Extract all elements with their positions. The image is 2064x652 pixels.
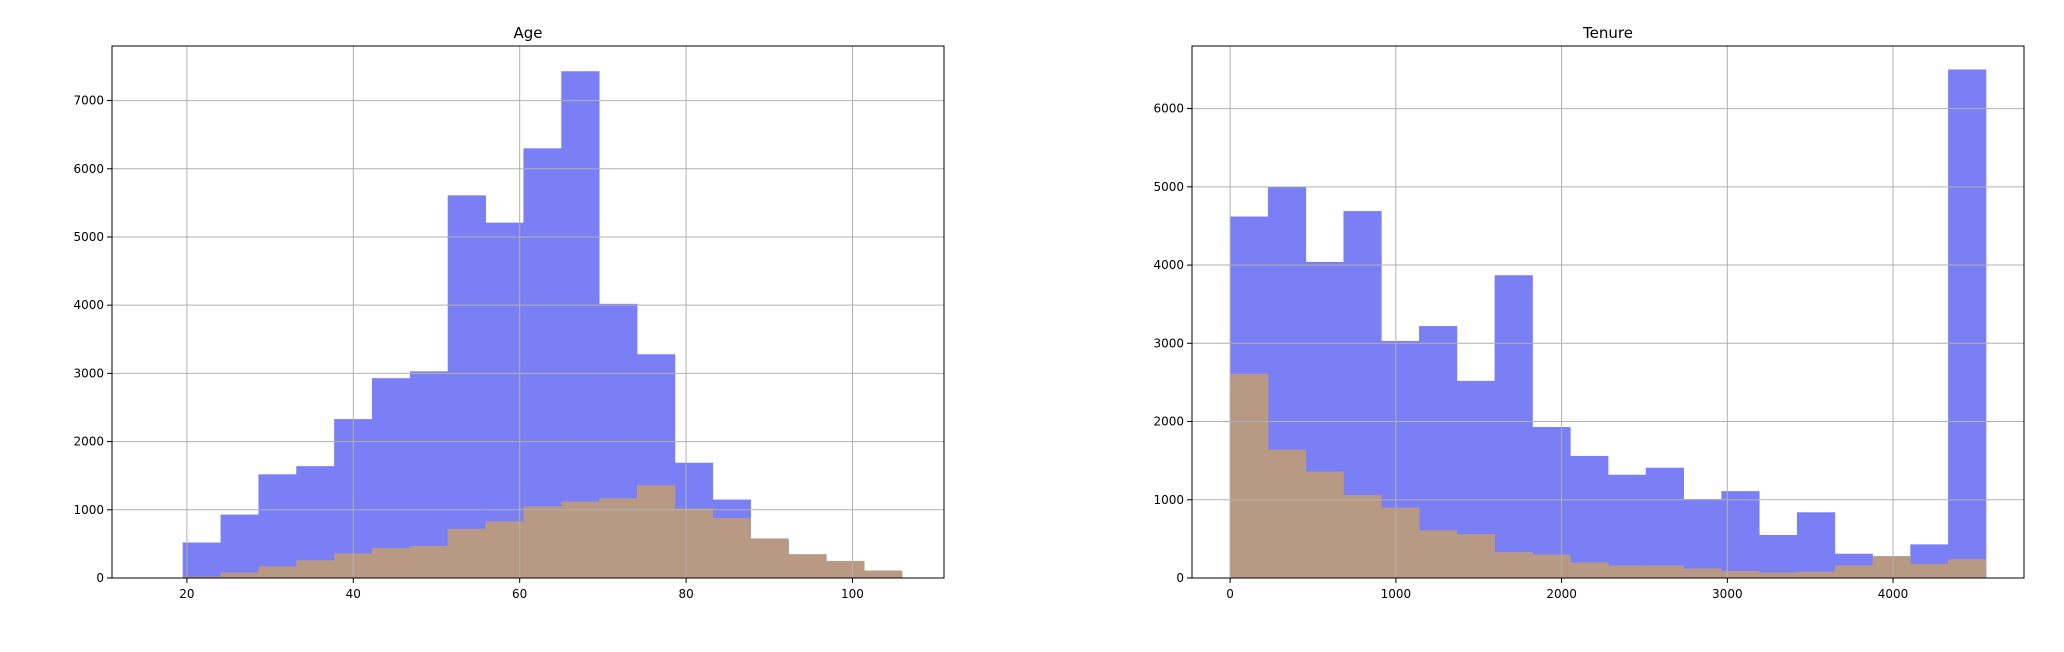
age-total-bar-0 <box>182 542 221 578</box>
age-subset-bar-12 <box>636 485 676 578</box>
age-total-bar-5 <box>372 378 411 578</box>
age-y-tick-label: 5000 <box>73 230 104 244</box>
age-x-tick-label: 60 <box>512 587 527 601</box>
tenure-subset-bar-7 <box>1494 552 1533 578</box>
tenure-subset-bar-18 <box>1910 563 1949 578</box>
age-histogram-panel: Age 20 40 60 80 1000100020003000400050006000… <box>73 24 945 601</box>
tenure-total-bar-7 <box>1494 275 1533 578</box>
age-x-tick-label: 80 <box>678 587 693 601</box>
tenure-subset-bar-1 <box>1267 449 1307 578</box>
tenure-y-tick-label: 1000 <box>1153 493 1184 507</box>
tenure-subset-bar-11 <box>1645 565 1684 578</box>
age-y-tick-label: 1000 <box>73 503 104 517</box>
tenure-subset-bar-5 <box>1419 530 1458 578</box>
tenure-subset-bar-8 <box>1532 554 1571 578</box>
tenure-subset-bar-13 <box>1721 570 1760 578</box>
age-x-tick-label: 40 <box>346 587 361 601</box>
age-y-tick-label: 3000 <box>73 366 104 380</box>
tenure-x-tick-label: 2000 <box>1546 587 1577 601</box>
tenure-histogram-panel: Tenure 0 1000 2000 3000 4000 0 1000 2000 3000 400… <box>1153 24 2025 601</box>
age-subset-bar-5 <box>372 547 411 578</box>
age-y-tick-label: 2000 <box>73 435 104 449</box>
age-subset-bar-13 <box>674 508 714 578</box>
tenure-y-tick-label: 3000 <box>1153 336 1184 350</box>
age-subset-bar-3 <box>296 560 335 578</box>
age-total-bar-7 <box>447 195 486 578</box>
tenure-total-bar-14 <box>1759 534 1798 578</box>
age-subset-bar-16 <box>788 554 827 578</box>
tenure-total-bar-11 <box>1645 467 1684 578</box>
age-subset-bar-11 <box>599 498 638 578</box>
age-subset-bar-8 <box>485 521 524 578</box>
age-y-tick-label: 4000 <box>73 298 104 312</box>
age-total-bar-10 <box>561 71 600 579</box>
age-y-tick-label: 0 <box>96 571 104 585</box>
tenure-subset-bar-15 <box>1796 571 1836 578</box>
age-subset-bar-9 <box>523 506 562 578</box>
tenure-subset-bar-12 <box>1683 568 1722 578</box>
tenure-y-tick-label: 0 <box>1176 571 1184 585</box>
age-subset-bar-7 <box>447 528 486 578</box>
tenure-subset-bar-17 <box>1872 556 1911 578</box>
tenure-y-tick-label: 6000 <box>1153 102 1184 116</box>
age-subset-bar-6 <box>409 545 449 578</box>
tenure-subset-bar-6 <box>1456 534 1496 578</box>
age-y-tick-label: 7000 <box>73 94 104 108</box>
age-subset-bar-15 <box>750 538 789 578</box>
tenure-plot-frame <box>1191 45 2025 579</box>
age-subset-bar-0 <box>182 576 221 578</box>
tenure-x-tick-label: 0 <box>1226 587 1234 601</box>
tenure-chart-title: Tenure <box>1582 24 1633 42</box>
age-total-bar-2 <box>258 474 297 578</box>
tenure-subset-bar-2 <box>1305 471 1344 578</box>
tenure-subset-bar-3 <box>1343 495 1382 578</box>
age-subset-bar-14 <box>712 517 751 578</box>
age-y-tick-label: 6000 <box>73 162 104 176</box>
age-x-tick-label: 100 <box>841 587 864 601</box>
age-subset-bar-10 <box>561 501 600 578</box>
tenure-x-tick-label: 4000 <box>1878 587 1909 601</box>
age-subset-bar-1 <box>220 572 259 578</box>
tenure-subset-bar-4 <box>1381 507 1420 578</box>
tenure-x-tick-label: 1000 <box>1381 587 1412 601</box>
tenure-total-bar-12 <box>1683 498 1722 578</box>
tenure-y-tick-label: 2000 <box>1153 415 1184 429</box>
tenure-x-tick-label: 3000 <box>1712 587 1743 601</box>
tenure-subset-bar-14 <box>1759 572 1798 578</box>
age-subset-bar-18 <box>864 570 903 578</box>
age-total-bar-3 <box>296 466 335 578</box>
age-chart-title: Age <box>513 24 542 42</box>
tenure-total-bar-19 <box>1948 69 1987 578</box>
tenure-subset-bar-16 <box>1834 565 1873 578</box>
age-subset-bar-17 <box>826 560 865 578</box>
age-plot-frame <box>111 45 945 579</box>
tenure-y-tick-label: 4000 <box>1153 258 1184 272</box>
age-total-bar-6 <box>409 371 449 578</box>
tenure-total-bar-10 <box>1608 474 1647 578</box>
tenure-subset-bar-19 <box>1948 559 1987 578</box>
tenure-total-bar-8 <box>1532 427 1571 578</box>
tenure-total-bar-9 <box>1570 455 1609 578</box>
tenure-y-tick-label: 5000 <box>1153 180 1184 194</box>
tenure-total-bar-15 <box>1796 512 1836 578</box>
age-x-tick-label: 20 <box>179 587 194 601</box>
age-subset-bar-2 <box>258 566 297 578</box>
age-total-bar-1 <box>220 514 259 578</box>
tenure-subset-bar-9 <box>1570 562 1609 578</box>
age-total-bar-8 <box>485 222 524 578</box>
tenure-subset-bar-0 <box>1230 373 1269 578</box>
tenure-subset-bar-10 <box>1608 565 1647 578</box>
